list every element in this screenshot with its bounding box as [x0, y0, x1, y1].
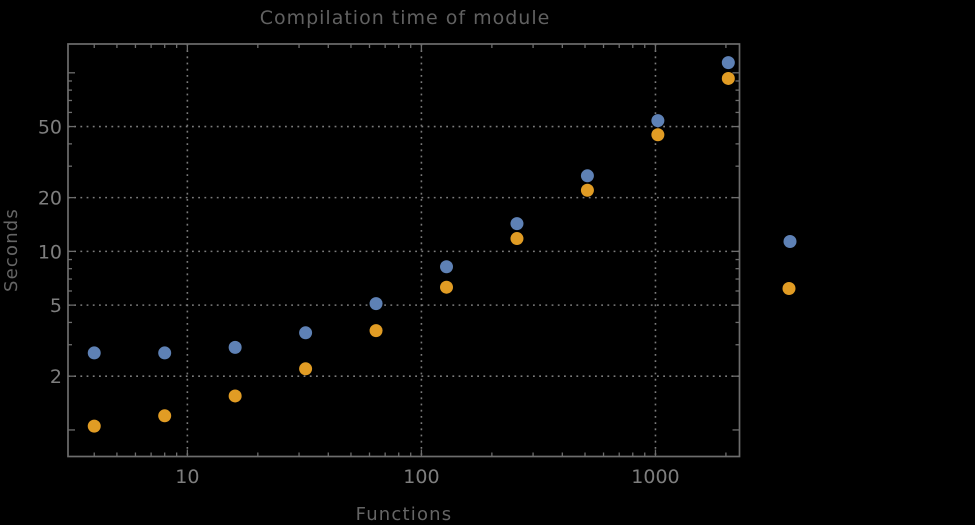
frame-rect — [67, 43, 741, 458]
legend-markers — [782, 235, 797, 295]
data-point-series-2-x512 — [580, 183, 594, 197]
data-point-series-1-x4 — [87, 346, 101, 360]
data-point-series-2-x64 — [369, 324, 383, 338]
data-points — [87, 56, 735, 433]
y-tick-label-20: 20 — [38, 188, 62, 210]
data-point-series-2-x16 — [228, 389, 242, 403]
data-point-series-1-x256 — [510, 217, 524, 231]
data-point-series-1-x512 — [580, 169, 594, 183]
y-tick-labels: 2 5 10 20 50 — [38, 117, 62, 389]
x-axis-label: Functions — [356, 504, 453, 525]
chart-title: Compilation time of module — [260, 7, 551, 29]
x-tick-label-10: 10 — [175, 466, 199, 488]
x-tick-label-1000: 1000 — [631, 466, 679, 488]
y-tick-label-50: 50 — [38, 117, 62, 139]
axis-ticks — [68, 44, 740, 457]
data-point-series-2-x1024 — [651, 128, 665, 142]
data-point-series-1-x8 — [158, 346, 172, 360]
y-tick-label-10: 10 — [38, 241, 62, 263]
data-point-series-1-x2048 — [721, 56, 735, 70]
data-point-series-2-x256 — [510, 232, 524, 246]
data-point-series-1-x16 — [228, 340, 242, 354]
y-tick-label-5: 5 — [50, 295, 62, 317]
data-point-series-2-x8 — [158, 409, 172, 423]
data-point-series-1-x128 — [440, 260, 454, 274]
legend-marker-2 — [782, 282, 796, 295]
x-tick-labels: 10 100 1000 — [175, 466, 679, 488]
plot-frame — [67, 43, 741, 458]
y-axis-label: Seconds — [1, 208, 22, 292]
data-point-series-1-x32 — [299, 326, 313, 340]
data-point-series-2-x2048 — [721, 71, 735, 85]
x-tick-label-100: 100 — [403, 466, 439, 488]
gridlines — [68, 44, 740, 457]
data-point-series-2-x4 — [87, 419, 101, 433]
data-point-series-1-x1024 — [651, 114, 665, 128]
data-point-series-1-x64 — [369, 297, 383, 311]
data-point-series-2-x128 — [440, 280, 454, 294]
data-point-series-2-x32 — [299, 362, 313, 376]
y-tick-label-2: 2 — [50, 366, 62, 388]
legend-marker-1 — [783, 235, 797, 248]
